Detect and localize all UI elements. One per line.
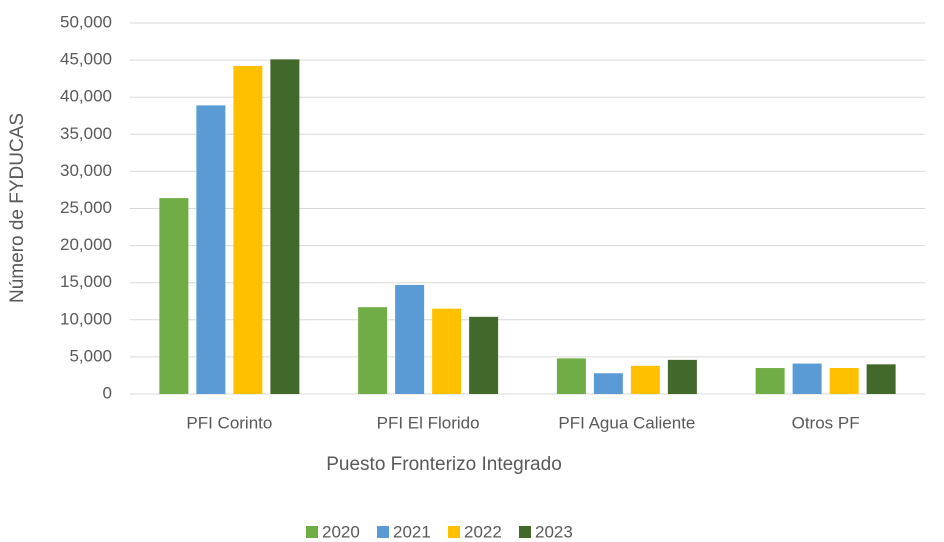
bar [469,316,499,394]
bar [159,198,189,394]
y-tick-label: 5,000 [69,346,112,365]
bar [556,358,586,394]
x-tick-label: PFI El Florido [377,413,480,432]
y-tick-label: 40,000 [60,87,112,106]
bar [667,359,697,394]
bar [233,66,263,394]
legend-swatch [306,526,318,538]
bar [395,284,425,394]
y-tick-label: 20,000 [60,235,112,254]
y-tick-label: 15,000 [60,272,112,291]
x-tick-label: PFI Corinto [186,413,272,432]
legend-label: 2022 [464,522,502,541]
x-tick-label: PFI Agua Caliente [558,413,695,432]
y-axis-title: Número de FYDUCAS [7,113,28,303]
legend-label: 2021 [393,522,431,541]
y-tick-label: 35,000 [60,124,112,143]
y-tick-label: 25,000 [60,198,112,217]
y-tick-label: 45,000 [60,50,112,69]
bar [829,368,859,394]
y-tick-label: 30,000 [60,161,112,180]
bar [593,373,623,394]
legend-swatch [448,526,460,538]
legend-swatch [377,526,389,538]
legend-label: 2020 [322,522,360,541]
bar [630,365,660,394]
x-tick-label: Otros PF [792,413,860,432]
y-tick-label: 10,000 [60,309,112,328]
bar [196,105,226,394]
x-axis-title: Puesto Fronterizo Integrado [326,454,562,475]
bar [792,363,822,394]
y-tick-label: 0 [103,383,112,402]
bar [432,308,462,394]
legend-swatch [519,526,531,538]
y-tick-label: 50,000 [60,12,112,31]
bar [866,364,896,394]
legend-label: 2023 [535,522,573,541]
bar [755,368,785,394]
bar [270,59,300,394]
bar [358,307,388,394]
